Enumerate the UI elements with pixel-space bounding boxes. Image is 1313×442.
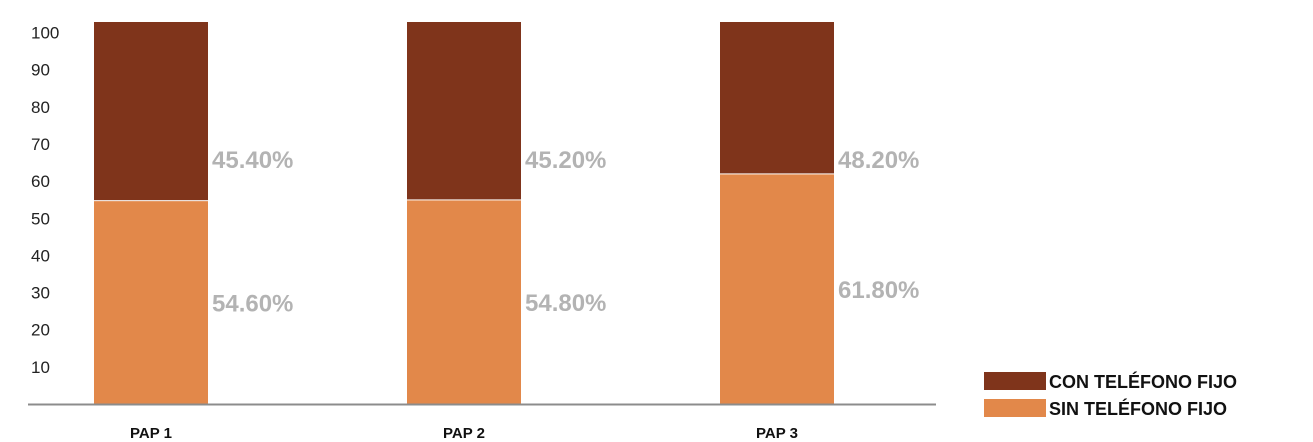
bar-segment-sin-telefono	[407, 200, 521, 404]
y-tick-label: 100	[31, 24, 59, 43]
bar-segment-sin-telefono	[720, 174, 834, 404]
bar-segment-con-telefono	[407, 22, 521, 200]
x-category-label: PAP 1	[130, 425, 172, 442]
legend: CON TELÉFONO FIJO SIN TELÉFONO FIJO	[984, 371, 1237, 419]
x-category-label: PAP 3	[756, 425, 798, 442]
bar-segment-sin-telefono	[94, 201, 208, 404]
y-tick-label: 20	[31, 321, 50, 340]
y-tick-label: 60	[31, 172, 50, 191]
x-axis: PAP 1 PAP 2 PAP 3	[130, 425, 798, 442]
bar-segment-con-telefono	[720, 22, 834, 174]
x-category-label: PAP 2	[443, 425, 485, 442]
y-tick-label: 10	[31, 358, 50, 377]
y-tick-label: 40	[31, 246, 50, 265]
legend-swatch	[984, 372, 1046, 390]
legend-label: CON TELÉFONO FIJO	[1049, 371, 1237, 392]
data-label-sin-telefono: 61.80%	[838, 277, 919, 304]
y-tick-label: 50	[31, 209, 50, 228]
data-label-con-telefono: 48.20%	[838, 147, 919, 174]
y-tick-label: 70	[31, 135, 50, 154]
legend-label: SIN TELÉFONO FIJO	[1049, 398, 1227, 419]
y-axis: 10 20 30 40 50 60 70 80 90 100	[31, 24, 59, 377]
data-label-con-telefono: 45.20%	[525, 147, 606, 174]
data-label-con-telefono: 45.40%	[212, 147, 293, 174]
y-tick-label: 30	[31, 284, 50, 303]
bar-segment-con-telefono	[94, 22, 208, 201]
legend-swatch	[984, 399, 1046, 417]
y-tick-label: 90	[31, 61, 50, 80]
data-label-sin-telefono: 54.60%	[212, 291, 293, 318]
bars	[94, 22, 834, 404]
data-labels: 54.60% 45.40% 54.80% 45.20% 61.80% 48.20%	[212, 147, 919, 318]
y-tick-label: 80	[31, 98, 50, 117]
data-label-sin-telefono: 54.80%	[525, 290, 606, 317]
